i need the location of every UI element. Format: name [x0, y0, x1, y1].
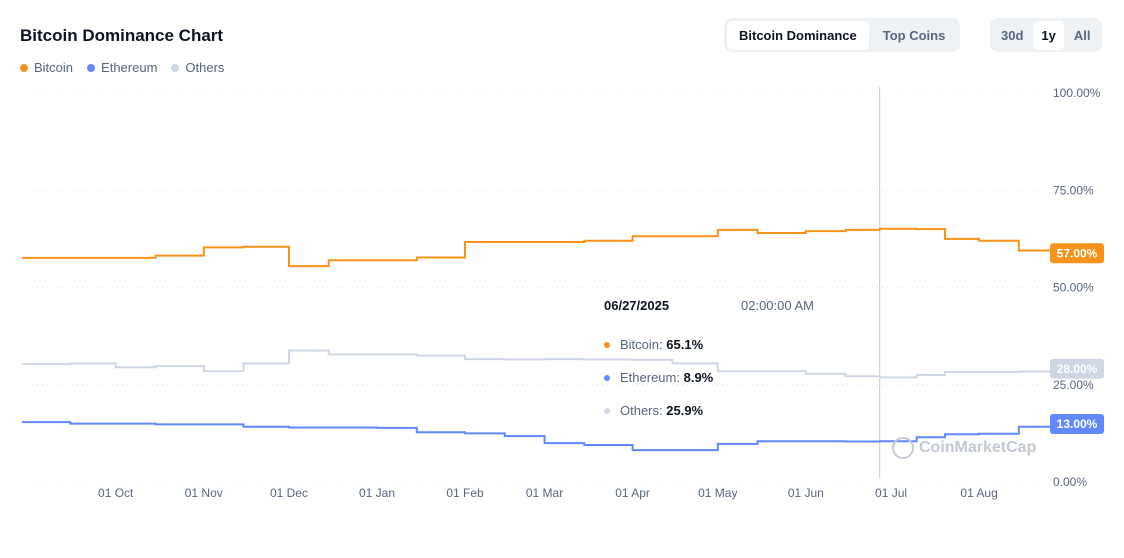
range-1y[interactable]: 1y [1033, 20, 1064, 50]
x-tick-label: 01 Dec [270, 486, 308, 500]
tooltip-label: Ethereum: [620, 370, 680, 385]
y-tick-label: 25.00% [1053, 378, 1094, 392]
view-tabs: Bitcoin Dominance Top Coins [724, 18, 961, 52]
tooltip-label: Others: [620, 403, 663, 418]
end-label-text: 57.00% [1057, 246, 1098, 260]
x-tick-label: 01 Jul [875, 486, 907, 500]
bitcoin-dot-icon [604, 341, 610, 348]
coinmarketcap-logo-icon [892, 437, 914, 459]
tooltip-date: 06/27/2025 [604, 298, 670, 313]
tooltip-row-others: Others: 25.9% [604, 403, 703, 418]
tooltip-value: 25.9% [666, 403, 704, 418]
legend-label: Others [185, 60, 225, 75]
tooltip-value: 8.9% [683, 370, 714, 385]
ethereum-dot-icon [604, 374, 610, 381]
y-tick-label: 75.00% [1053, 183, 1094, 197]
range-tabs: 30d 1y All [990, 18, 1102, 52]
end-label-badge [1050, 358, 1104, 379]
watermark-text: CoinMarketCap [919, 439, 1037, 456]
bitcoin-dot-icon [20, 63, 28, 72]
tooltip-time: 02:00:00 AM [741, 298, 814, 313]
series-line-others [22, 349, 1054, 379]
legend-label: Bitcoin [34, 60, 74, 75]
x-tick-label: 01 Mar [526, 486, 563, 500]
tooltip-label: Bitcoin: [620, 337, 663, 352]
end-label-badge [1050, 243, 1104, 264]
series-line-ethereum [22, 421, 1054, 452]
x-tick-label: 01 Apr [615, 486, 650, 500]
legend-ethereum[interactable]: Ethereum [87, 60, 157, 75]
watermark: CoinMarketCap [892, 437, 1036, 459]
y-tick-label: 100.00% [1053, 86, 1101, 100]
series-line-bitcoin [22, 227, 1054, 268]
tooltip-row-ethereum: Ethereum: 8.9% [604, 370, 713, 385]
legend-bitcoin[interactable]: Bitcoin [20, 60, 73, 75]
x-tick-label: 01 Aug [960, 486, 997, 500]
tab-top-coins[interactable]: Top Coins [882, 27, 946, 43]
tooltip-value: 65.1% [666, 337, 704, 352]
others-dot-icon [171, 63, 180, 72]
x-tick-label: 01 May [698, 486, 737, 500]
x-tick-label: 01 Nov [185, 486, 223, 500]
page-title: Bitcoin Dominance Chart [20, 26, 224, 45]
y-tick-label: 50.00% [1053, 281, 1094, 295]
ethereum-dot-icon [87, 63, 96, 72]
x-tick-label: 01 Jun [788, 486, 824, 500]
y-tick-label: 0.00% [1053, 475, 1087, 489]
x-tick-label: 01 Jan [359, 486, 395, 500]
tab-bitcoin-dominance[interactable]: Bitcoin Dominance [727, 20, 869, 50]
end-label-badge [1050, 414, 1104, 435]
end-label-text: 13.00% [1057, 417, 1098, 431]
x-tick-label: 01 Feb [446, 486, 484, 500]
chart-legend: Bitcoin Ethereum Others [20, 60, 224, 75]
legend-label: Ethereum [101, 60, 158, 75]
others-dot-icon [604, 407, 610, 414]
x-tick-label: 01 Oct [98, 486, 134, 500]
tooltip-row-bitcoin: Bitcoin: 65.1% [604, 337, 703, 352]
range-all[interactable]: All [1073, 27, 1091, 43]
legend-others[interactable]: Others [171, 60, 224, 75]
range-30d[interactable]: 30d [1001, 27, 1024, 43]
end-label-text: 28.00% [1057, 362, 1098, 376]
